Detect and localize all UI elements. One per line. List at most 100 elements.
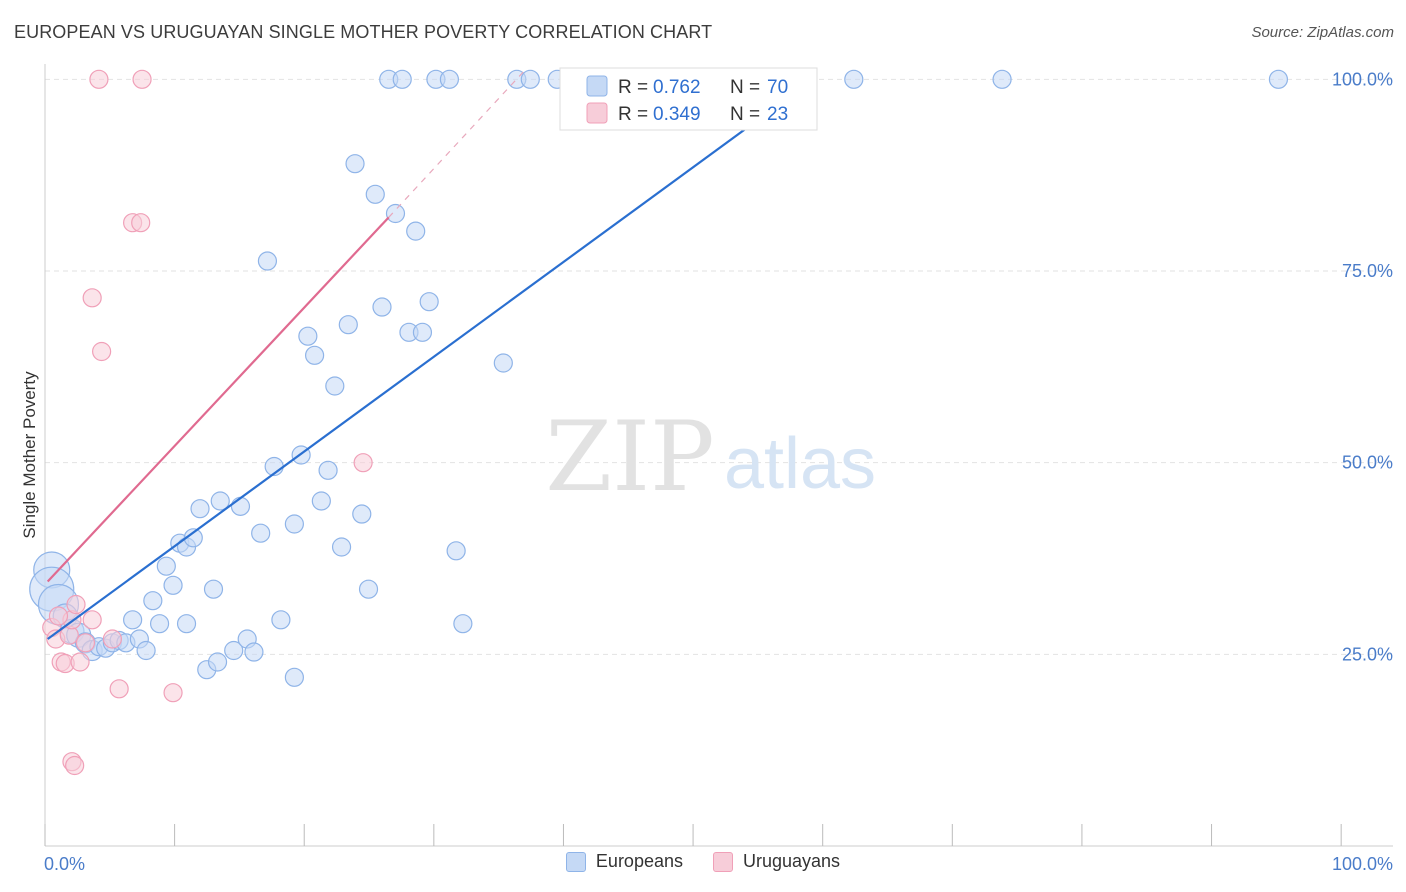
europeans-point-26 <box>203 579 224 599</box>
europeans-point-32 <box>244 642 264 662</box>
europeans-point-19 <box>163 575 183 595</box>
uruguayans-point-20 <box>163 683 183 703</box>
y-tick-label-2: 75.0% <box>1342 261 1393 281</box>
europeans-point-21 <box>176 614 197 634</box>
legend-item-uruguayans[interactable]: Uruguayans <box>713 851 840 872</box>
europeans-point-38 <box>284 667 304 687</box>
europeans-point-37 <box>284 514 304 534</box>
uruguayans-point-21 <box>353 453 373 473</box>
chart-title: EUROPEAN VS URUGUAYAN SINGLE MOTHER POVE… <box>14 22 713 42</box>
uruguayans-point-16 <box>89 69 109 89</box>
europeans-point-47 <box>345 154 365 174</box>
europeans-point-50 <box>365 184 385 204</box>
uruguayans-point-7 <box>70 652 90 672</box>
legend-r-value-europeans: 0.762 <box>653 77 701 98</box>
europeans-point-27 <box>207 652 228 672</box>
europeans-point-23 <box>183 528 203 548</box>
europeans-point-46 <box>338 315 358 335</box>
uruguayans-point-6 <box>66 594 86 615</box>
series-uruguayans <box>42 69 373 776</box>
europeans-point-56 <box>406 221 426 241</box>
europeans-point-42 <box>311 491 331 511</box>
europeans-point-24 <box>190 499 210 519</box>
uruguayans-point-12 <box>102 629 123 649</box>
europeans-point-30 <box>230 496 251 516</box>
europeans-point-18 <box>156 556 176 576</box>
legend-swatch-europeans <box>586 75 608 97</box>
y-tick-label-1: 50.0% <box>1342 453 1393 473</box>
uruguayans-point-22 <box>48 606 69 626</box>
europeans-point-60 <box>439 69 459 89</box>
europeans-label: Europeans <box>595 851 683 871</box>
europeans-point-40 <box>298 326 318 346</box>
source-credit: Source: ZipAtlas.com <box>1251 24 1394 41</box>
uruguayans-trend-line <box>46 216 390 583</box>
europeans-point-67 <box>844 69 864 89</box>
europeans-point-15 <box>136 640 156 661</box>
europeans-swatch <box>565 851 586 872</box>
x-tick-label-min: 0.0% <box>44 854 85 874</box>
europeans-point-34 <box>257 251 278 271</box>
europeans-point-69 <box>1268 69 1289 89</box>
y-tick-label-3: 100.0% <box>1332 69 1393 89</box>
uruguayans-point-8 <box>75 633 96 653</box>
legend-n-label-uruguayans: N = <box>730 104 760 125</box>
uruguayans-point-19 <box>131 213 151 233</box>
legend-r-value-uruguayans: 0.349 <box>653 104 701 125</box>
y-tick-label-0: 25.0% <box>1342 644 1393 664</box>
legend-r-label-europeans: R = <box>618 77 648 98</box>
europeans-point-17 <box>149 614 170 634</box>
series-legend: Europeans Uruguayans <box>0 851 1406 872</box>
europeans-point-48 <box>352 504 372 524</box>
legend-n-label-europeans: N = <box>730 77 760 98</box>
x-tick-label-max: 100.0% <box>1332 854 1393 874</box>
legend-n-value-uruguayans: 23 <box>767 104 788 125</box>
uruguayans-point-10 <box>82 610 102 630</box>
europeans-point-65 <box>520 69 540 89</box>
europeans-point-33 <box>251 523 271 543</box>
europeans-point-41 <box>305 345 325 365</box>
axes <box>44 64 1393 847</box>
uruguayans-point-15 <box>65 755 85 776</box>
europeans-point-16 <box>143 591 163 611</box>
grid-lines <box>45 78 1393 655</box>
zipatlas-watermark: ZIP atlas <box>545 401 876 513</box>
europeans-point-54 <box>392 69 412 89</box>
series-europeans <box>29 69 1289 687</box>
europeans-point-49 <box>358 579 379 599</box>
uruguayans-point-9 <box>82 288 102 308</box>
uruguayans-point-11 <box>92 341 112 362</box>
stats-legend: R = 0.762 N = 70 R = 0.349 N = 23 <box>559 67 818 131</box>
europeans-point-63 <box>493 353 513 373</box>
legend-r-label-uruguayans: R = <box>618 104 648 125</box>
tick-labels: 25.0% 50.0% 75.0% 100.0% 0.0% 100.0% <box>44 69 1393 874</box>
europeans-point-13 <box>123 610 143 630</box>
europeans-point-62 <box>453 614 473 634</box>
trend-lines <box>46 71 815 640</box>
europeans-trend-line <box>47 78 815 640</box>
uruguayans-label: Uruguayans <box>743 851 841 871</box>
europeans-point-61 <box>446 541 466 561</box>
europeans-point-51 <box>372 297 392 317</box>
legend-item-europeans[interactable]: Europeans <box>565 851 683 872</box>
europeans-point-58 <box>419 292 439 312</box>
europeans-point-36 <box>271 610 291 630</box>
uruguayans-point-13 <box>109 679 129 699</box>
watermark-zip: ZIP <box>545 401 714 513</box>
uruguayans-trend-extension <box>388 71 524 218</box>
y-axis-label: Single Mother Poverty <box>20 371 39 539</box>
europeans-point-43 <box>318 460 338 480</box>
uruguayans-swatch <box>713 851 733 872</box>
uruguayans-point-17 <box>132 69 152 89</box>
europeans-point-44 <box>325 376 345 396</box>
europeans-point-53 <box>385 203 406 224</box>
europeans-point-45 <box>331 537 352 557</box>
legend-n-value-europeans: 70 <box>767 77 788 98</box>
europeans-point-57 <box>412 322 433 342</box>
europeans-point-68 <box>992 69 1012 89</box>
europeans-point-29 <box>224 640 244 661</box>
europeans-point-28 <box>210 491 230 511</box>
watermark-atlas: atlas <box>724 424 876 504</box>
legend-swatch-uruguayans <box>586 102 608 124</box>
